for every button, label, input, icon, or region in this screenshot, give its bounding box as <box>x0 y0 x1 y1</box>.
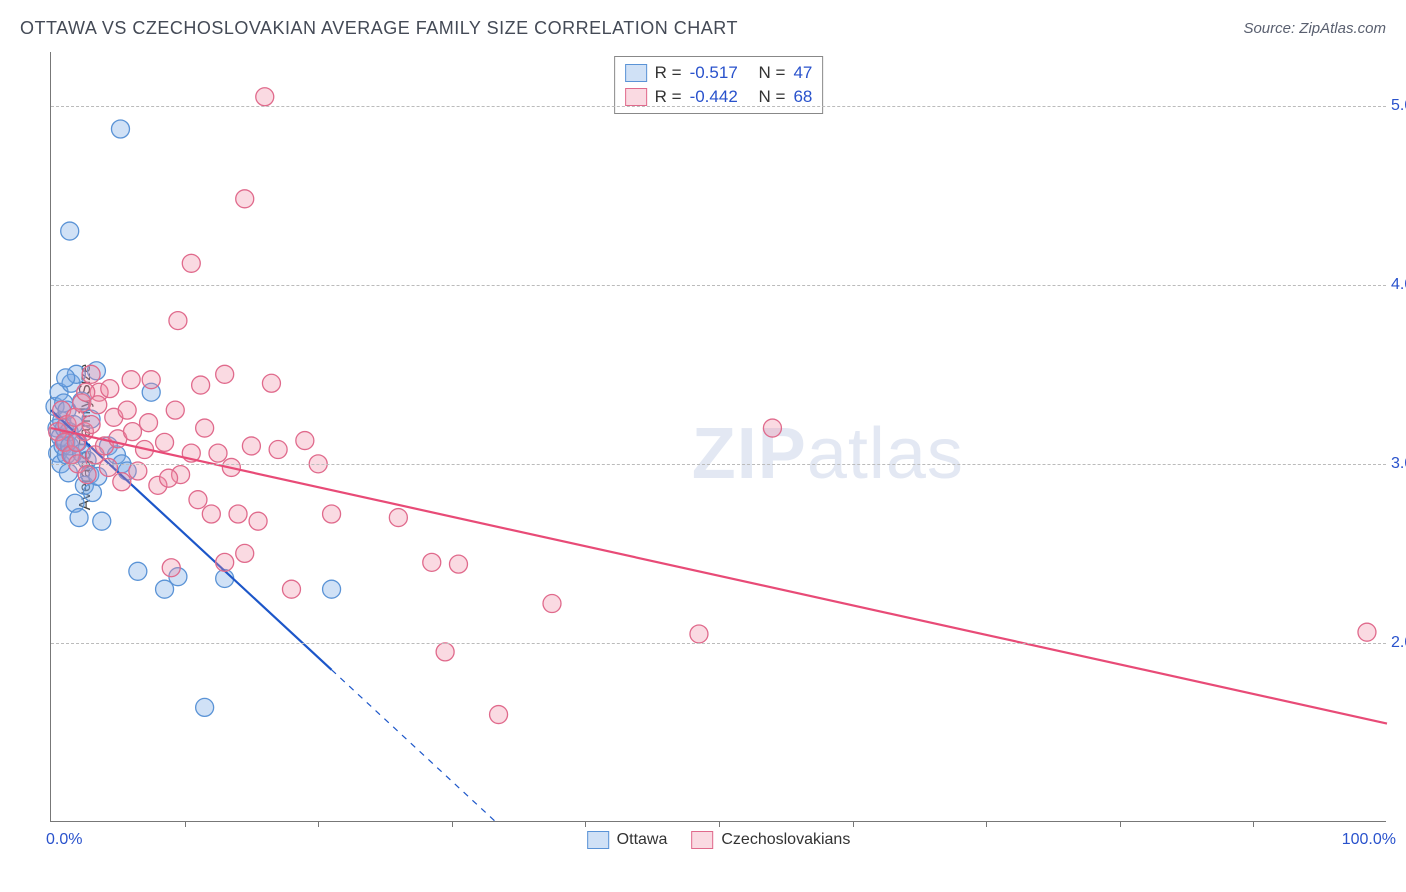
x-tick-mark <box>185 821 186 827</box>
data-point <box>113 473 131 491</box>
swatch-czech-bottom <box>691 831 713 849</box>
data-point <box>690 625 708 643</box>
legend-row-ottawa: R = -0.517 N = 47 <box>625 61 813 85</box>
legend-item-czech: Czechoslovakians <box>691 831 850 849</box>
data-point <box>209 444 227 462</box>
data-point <box>82 415 100 433</box>
data-point <box>82 365 100 383</box>
data-point <box>543 595 561 613</box>
data-point <box>323 580 341 598</box>
data-point <box>490 706 508 724</box>
chart-svg <box>51 52 1386 821</box>
data-point <box>389 509 407 527</box>
data-point <box>196 419 214 437</box>
data-point <box>202 505 220 523</box>
data-point <box>77 383 95 401</box>
data-point <box>1358 623 1376 641</box>
trend-line <box>51 428 1387 723</box>
data-point <box>262 374 280 392</box>
data-point <box>242 437 260 455</box>
data-point <box>99 458 117 476</box>
data-point <box>763 419 781 437</box>
chart-title: OTTAWA VS CZECHOSLOVAKIAN AVERAGE FAMILY… <box>20 18 738 39</box>
data-point <box>169 312 187 330</box>
data-point <box>140 414 158 432</box>
data-point <box>129 562 147 580</box>
swatch-ottawa-bottom <box>587 831 609 849</box>
data-point <box>182 254 200 272</box>
chart-source: Source: ZipAtlas.com <box>1243 20 1386 37</box>
x-tick-mark <box>452 821 453 827</box>
gridline <box>51 106 1386 107</box>
data-point <box>236 190 254 208</box>
data-point <box>192 376 210 394</box>
y-tick-label: 2.00 <box>1391 634 1406 652</box>
data-point <box>123 423 141 441</box>
data-point <box>196 698 214 716</box>
gridline <box>51 643 1386 644</box>
swatch-czech <box>625 88 647 106</box>
gridline <box>51 464 1386 465</box>
data-point <box>189 491 207 509</box>
data-point <box>57 369 75 387</box>
data-point <box>156 433 174 451</box>
data-point <box>101 380 119 398</box>
x-tick-mark <box>986 821 987 827</box>
data-point <box>160 469 178 487</box>
data-point <box>323 505 341 523</box>
data-point <box>256 88 274 106</box>
data-point <box>216 365 234 383</box>
y-tick-label: 3.00 <box>1391 455 1406 473</box>
data-point <box>229 505 247 523</box>
swatch-ottawa <box>625 64 647 82</box>
data-point <box>70 509 88 527</box>
data-point <box>236 544 254 562</box>
x-tick-mark <box>318 821 319 827</box>
series-legend: Ottawa Czechoslovakians <box>587 831 851 849</box>
data-point <box>83 484 101 502</box>
x-axis-min-label: 0.0% <box>46 831 82 849</box>
data-point <box>61 222 79 240</box>
x-tick-mark <box>585 821 586 827</box>
y-tick-label: 5.00 <box>1391 97 1406 115</box>
data-point <box>216 553 234 571</box>
data-point <box>118 401 136 419</box>
plot-area: Average Family Size ZIPatlas R = -0.517 … <box>50 52 1386 822</box>
x-tick-mark <box>853 821 854 827</box>
gridline <box>51 285 1386 286</box>
data-point <box>423 553 441 571</box>
x-tick-mark <box>1253 821 1254 827</box>
chart-header: OTTAWA VS CZECHOSLOVAKIAN AVERAGE FAMILY… <box>20 18 1386 39</box>
data-point <box>449 555 467 573</box>
data-point <box>282 580 300 598</box>
data-point <box>249 512 267 530</box>
x-axis-max-label: 100.0% <box>1342 831 1396 849</box>
y-tick-label: 4.00 <box>1391 276 1406 294</box>
data-point <box>162 559 180 577</box>
data-point <box>93 512 111 530</box>
data-point <box>166 401 184 419</box>
data-point <box>296 432 314 450</box>
data-point <box>111 120 129 138</box>
data-point <box>269 441 287 459</box>
trend-line-dashed <box>332 670 496 822</box>
x-tick-mark <box>1120 821 1121 827</box>
data-point <box>122 371 140 389</box>
data-point <box>78 466 96 484</box>
legend-item-ottawa: Ottawa <box>587 831 668 849</box>
x-tick-mark <box>719 821 720 827</box>
data-point <box>142 371 160 389</box>
data-point <box>436 643 454 661</box>
